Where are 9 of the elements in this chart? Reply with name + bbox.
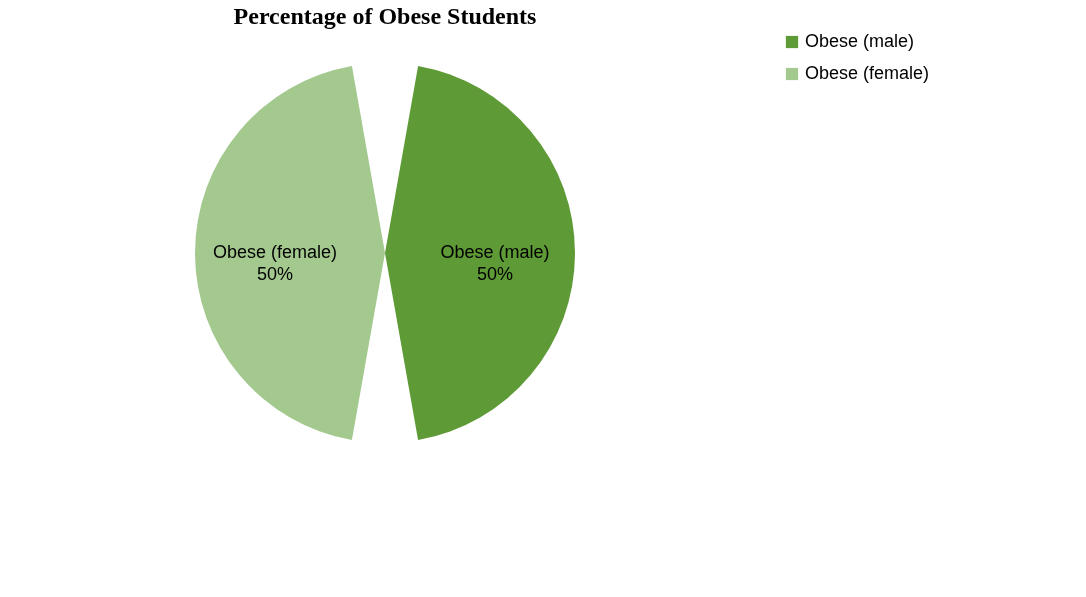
slice-label: Obese (male): [440, 242, 550, 262]
pie-slice: [195, 65, 385, 441]
data-label: 50%: [256, 264, 294, 284]
legend-label: Obese (male): [805, 31, 915, 51]
pie-slice: [385, 65, 575, 441]
slice-label: Obese (female): [212, 242, 338, 262]
legend-label: Obese (female): [805, 63, 930, 83]
data-label: 50%: [476, 264, 514, 284]
chart-title: Percentage of Obese Students: [233, 3, 537, 29]
